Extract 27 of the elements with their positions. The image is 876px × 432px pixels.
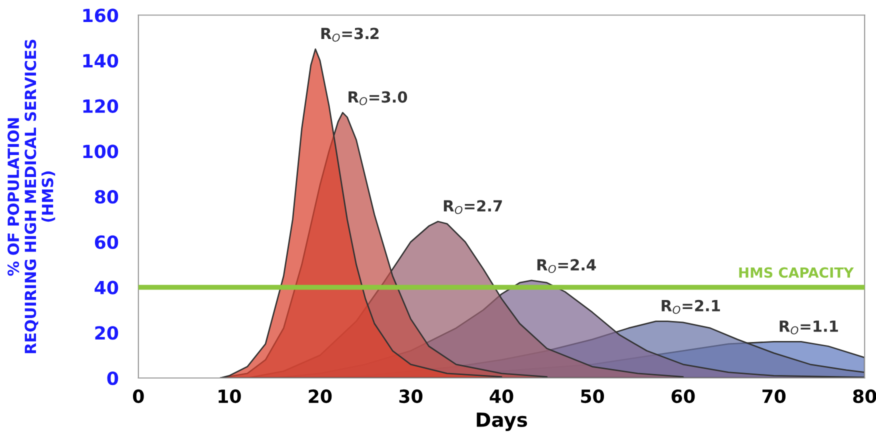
y-tick-label: 160 — [83, 8, 118, 22]
x-tick-label: 10 — [218, 389, 241, 404]
series-label: R$_{O}$=3.2 — [321, 28, 379, 42]
ref-line-label: HMS CAPACITY — [739, 267, 854, 278]
x-tick-label: 70 — [762, 389, 786, 404]
y-tick-label: 40 — [94, 280, 118, 294]
series-label: R$_{O}$=2.1 — [662, 300, 720, 314]
series-label: R$_{O}$=2.7 — [444, 200, 502, 214]
y-axis-title: % OF POPULATION REQUIRING HIGH MEDICAL SERVICES (HMS) — [8, 40, 56, 354]
series-label: R$_{O}$=3.0 — [348, 91, 408, 106]
series-label: R$_{O}$=1.1 — [780, 320, 838, 334]
y-tick-label: 0 — [107, 371, 118, 386]
x-tick-label: 60 — [672, 389, 695, 404]
x-tick-label: 40 — [490, 389, 514, 404]
y-tick-label: 20 — [95, 326, 118, 340]
y-tick-label: 60 — [94, 235, 118, 250]
x-tick-label: 80 — [853, 389, 876, 404]
y-tick-label: 80 — [94, 190, 118, 204]
y-tick-label: 120 — [83, 99, 118, 113]
x-tick-label: 20 — [308, 389, 332, 404]
x-axis-title: Days — [476, 412, 528, 431]
x-tick-label: 50 — [581, 389, 604, 404]
y-tick-label: 100 — [83, 144, 118, 158]
x-tick-label: 0 — [132, 389, 144, 404]
x-tick-label: 30 — [399, 389, 422, 404]
series-label: R$_{O}$=2.4 — [537, 259, 596, 274]
y-tick-label: 140 — [83, 54, 118, 68]
